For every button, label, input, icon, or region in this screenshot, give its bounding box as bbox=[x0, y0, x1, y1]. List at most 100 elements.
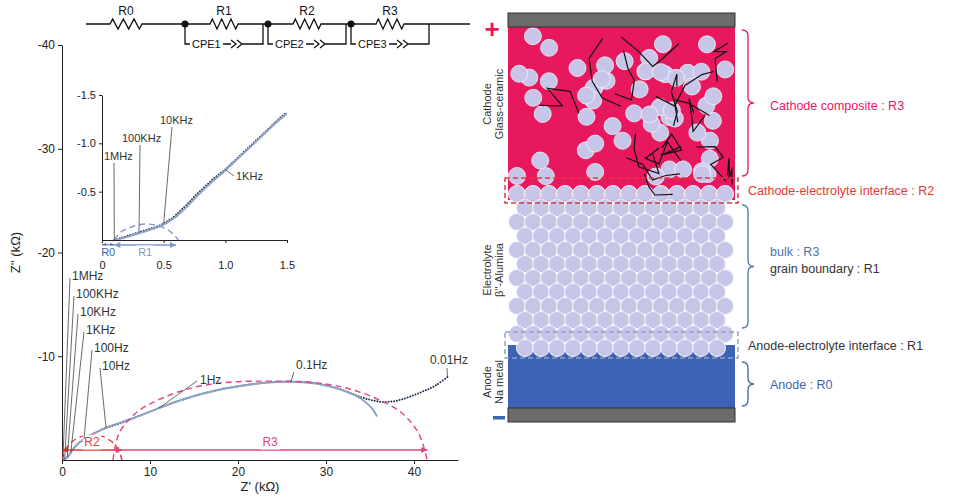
y-axis-line bbox=[102, 96, 103, 241]
element-arc bbox=[114, 224, 178, 240]
x-axis-title: Z' (kΩ) bbox=[241, 479, 280, 494]
arrow-head bbox=[114, 242, 120, 248]
layer-brace bbox=[742, 205, 754, 328]
cathode-grain bbox=[509, 167, 526, 184]
cathode-grain bbox=[587, 135, 604, 152]
data-curve bbox=[63, 377, 448, 460]
fit-line bbox=[114, 113, 287, 240]
cathode-network bbox=[696, 147, 726, 181]
circuit-wire bbox=[86, 19, 470, 29]
layer-label: β''-Alumina bbox=[493, 242, 505, 297]
leader-line bbox=[139, 145, 140, 232]
y-tick: -30 bbox=[38, 142, 62, 156]
layer-label: Na metal bbox=[493, 360, 505, 404]
y-tick-label: -1.5 bbox=[77, 89, 96, 101]
electrolyte-grain bbox=[517, 340, 534, 357]
cathode-grain bbox=[537, 168, 554, 185]
bottom-plate bbox=[508, 408, 735, 422]
label-patch bbox=[100, 246, 117, 259]
layer-label: Glass-ceramic bbox=[493, 68, 505, 139]
y-tick-label: -0.5 bbox=[77, 186, 96, 198]
cathode-grain bbox=[569, 60, 586, 77]
cathode-grain bbox=[641, 106, 658, 123]
inset-plot: 00.51.01.5-0.5-1.0-1.5R0R11MHz100KHz10KH… bbox=[77, 89, 295, 271]
y-tick: -1.5 bbox=[77, 89, 102, 101]
nyquist-plot: 010203040-10-20-30-40R2R31MHz100KHz10KHz… bbox=[8, 38, 468, 494]
cathode-grain bbox=[675, 161, 692, 178]
cathode-grain bbox=[593, 71, 610, 88]
cathode-grain bbox=[524, 28, 541, 45]
element-arc bbox=[113, 381, 427, 460]
cathode-grain bbox=[578, 87, 595, 104]
top-plate bbox=[508, 13, 735, 27]
range-line bbox=[113, 449, 427, 450]
frequency-label: 100Hz bbox=[94, 341, 129, 355]
cathode-grain bbox=[534, 105, 551, 122]
cathode-grain bbox=[717, 61, 734, 78]
cathode-network bbox=[656, 72, 714, 107]
cathode-layer bbox=[508, 27, 735, 200]
x-tick: 30 bbox=[320, 460, 334, 479]
resistor-label: R1 bbox=[216, 4, 232, 18]
x-tick: 0 bbox=[59, 460, 66, 479]
electrolyte-grain bbox=[645, 340, 662, 357]
y-tick-label: -1.0 bbox=[77, 137, 96, 149]
frequency-label: 0.01Hz bbox=[430, 353, 468, 367]
leader-line bbox=[225, 169, 234, 176]
layer-brace bbox=[742, 30, 754, 176]
circuit-node bbox=[348, 21, 355, 28]
y-tick: -0.5 bbox=[77, 186, 102, 198]
cpe-label: CPE1 bbox=[192, 38, 221, 50]
cathode-grain bbox=[704, 112, 721, 129]
x-tick-mark bbox=[225, 240, 226, 243]
y-axis-title: Z'' (kΩ) bbox=[8, 232, 23, 273]
electrolyte-grain bbox=[581, 340, 598, 357]
x-axis-line bbox=[63, 460, 459, 461]
range-label: R1 bbox=[138, 246, 152, 258]
y-tick-mark bbox=[99, 143, 102, 144]
x-tick-mark bbox=[287, 240, 288, 243]
y-axis-line bbox=[62, 46, 63, 461]
cathode-grain bbox=[511, 65, 528, 82]
layer-label: Cathode bbox=[481, 83, 493, 125]
cathode-grain bbox=[525, 89, 542, 106]
cell-diagram: +CathodeGlass-ceramicElectrolyteβ''-Alum… bbox=[481, 13, 934, 422]
cathode-network bbox=[714, 43, 728, 81]
cathode-network bbox=[674, 100, 709, 123]
cathode-grain bbox=[540, 73, 557, 90]
layer-label: Electrolyte bbox=[481, 244, 493, 295]
leader-line bbox=[447, 368, 448, 377]
fit-line bbox=[63, 382, 377, 460]
x-tick-label: 30 bbox=[320, 465, 334, 479]
x-tick-label: 0.5 bbox=[157, 259, 172, 271]
y-axis: -0.5 -1.0 -1.5 bbox=[77, 89, 102, 240]
range-arrow: R0 bbox=[100, 243, 117, 259]
cathode-grain bbox=[698, 36, 715, 53]
frequency-label: 10Hz bbox=[102, 359, 130, 373]
cathode-grain bbox=[652, 64, 669, 81]
cathode-network bbox=[621, 37, 679, 67]
cpe-label: CPE2 bbox=[275, 38, 304, 50]
frequency-label: 1Hz bbox=[200, 373, 221, 387]
arrow-head bbox=[170, 242, 176, 248]
frequency-label: 1KHz bbox=[86, 323, 115, 337]
cathode-network bbox=[727, 158, 732, 184]
plot-area bbox=[114, 112, 287, 240]
arrow-head bbox=[421, 447, 427, 453]
label-patch bbox=[137, 246, 154, 259]
range-arrow: R3 bbox=[113, 435, 427, 454]
x-tick: 1.0 bbox=[218, 240, 233, 271]
cathode-network bbox=[661, 134, 682, 155]
x-axis: 010203040 bbox=[59, 460, 458, 479]
x-tick-mark bbox=[150, 460, 151, 464]
x-tick-mark bbox=[326, 460, 327, 464]
y-tick: -40 bbox=[38, 38, 62, 52]
electrolyte-grain bbox=[565, 340, 582, 357]
electrolyte-grain bbox=[549, 340, 566, 357]
cathode-grain bbox=[614, 132, 631, 149]
cathode-grain bbox=[532, 152, 549, 169]
label-patch bbox=[83, 435, 102, 450]
cathode-network bbox=[634, 134, 659, 174]
electrolyte-grain bbox=[629, 340, 646, 357]
resistor-label: R0 bbox=[118, 4, 134, 18]
